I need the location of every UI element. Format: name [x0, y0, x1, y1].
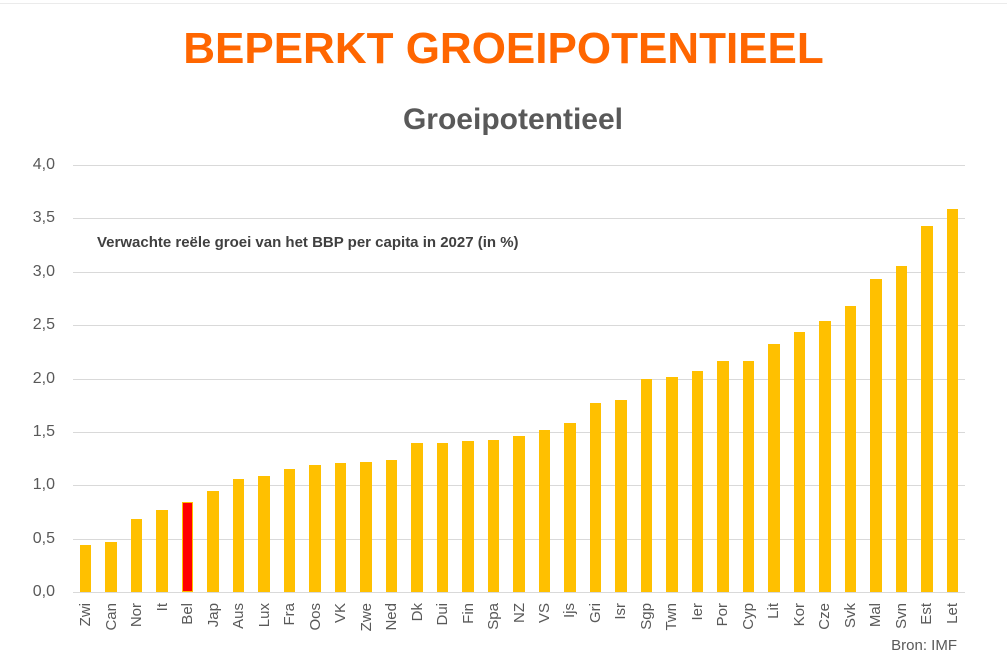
bar	[742, 361, 755, 592]
gridline	[73, 218, 965, 220]
bar	[589, 403, 602, 592]
gridline	[73, 378, 965, 380]
bar	[946, 208, 958, 592]
x-axis-label: Spa	[485, 603, 502, 630]
x-axis-label: Cze	[816, 603, 834, 630]
x-axis-label: Can	[102, 603, 120, 631]
x-axis-label: VK	[332, 603, 350, 624]
x-axis-label: Por	[714, 603, 732, 627]
y-axis-label: 2,5	[32, 316, 55, 334]
y-axis-label: 3,5	[32, 209, 55, 227]
x-axis-label: Sgp	[637, 603, 655, 630]
bar	[105, 541, 117, 592]
bar	[156, 509, 168, 592]
y-axis-label: 1,5	[32, 422, 55, 440]
x-axis: Zwi Can Nor It Bel Jap Aus Lux Fra Oos VK Zwe Ned Dk D…	[73, 603, 965, 658]
bar	[870, 279, 882, 592]
x-axis-label: Dui	[434, 603, 452, 626]
x-axis-label: Est	[918, 603, 936, 625]
bar	[819, 320, 831, 592]
top-edge-line	[0, 3, 1007, 4]
bar	[666, 377, 678, 592]
x-axis-label: Jap	[204, 603, 222, 628]
bar	[462, 441, 474, 592]
bar	[283, 469, 296, 592]
x-axis-label: Ier	[688, 603, 706, 621]
x-axis-label: Isr	[612, 603, 630, 620]
bar-highlighted	[181, 502, 194, 592]
x-axis-label: Dk	[408, 603, 426, 622]
x-axis-label: Svn	[892, 603, 910, 629]
y-axis-label: 2,0	[32, 369, 55, 387]
x-axis-label: Fin	[459, 603, 477, 624]
bar	[615, 399, 627, 592]
bar	[538, 429, 551, 592]
x-axis-label: Lux	[255, 603, 273, 628]
x-axis-label: Nor	[128, 603, 146, 628]
x-axis-label: Ijs	[561, 603, 579, 618]
x-axis-label: Mal	[867, 603, 885, 628]
page-title: BEPERKT GROEIPOTENTIEEL	[183, 24, 824, 73]
y-axis-label: 1,0	[32, 476, 55, 494]
bar	[921, 225, 933, 592]
x-axis-label: Bel	[179, 603, 197, 625]
x-axis-label: Gri	[586, 603, 604, 623]
bar	[360, 461, 372, 592]
x-axis-label: Zwe	[357, 603, 375, 632]
x-axis-label: It	[153, 603, 171, 612]
y-axis-label: 0,0	[32, 583, 55, 600]
x-axis-label: Ned	[383, 603, 401, 631]
bar	[232, 478, 245, 592]
gridline	[73, 271, 965, 273]
bar	[487, 440, 500, 592]
bar	[768, 344, 780, 592]
bar	[717, 361, 729, 592]
x-axis-label: Svk	[841, 603, 859, 629]
bar	[793, 331, 806, 592]
bar	[309, 464, 321, 592]
chart-annotation: Verwachte reële groei van het BBP per ca…	[97, 234, 519, 251]
bar	[513, 436, 525, 592]
x-axis-label: VS	[535, 603, 553, 624]
x-axis-label: Zwi	[77, 603, 95, 627]
bar	[411, 442, 423, 592]
x-axis-label: Twn	[663, 603, 681, 631]
bar	[334, 462, 347, 592]
gridline	[73, 165, 965, 166]
bar	[564, 423, 576, 592]
bar	[79, 545, 92, 592]
x-axis-label: Kor	[790, 603, 808, 627]
bar	[844, 305, 857, 592]
x-axis-label: NZ	[510, 603, 528, 623]
gridline	[73, 431, 965, 433]
bar	[258, 475, 270, 592]
bar	[895, 266, 908, 592]
source-label: Bron: IMF	[891, 637, 957, 654]
chart-title: Groeipotentieel	[402, 103, 624, 136]
x-axis-label: Cyp	[739, 603, 757, 630]
bar	[640, 378, 653, 592]
bar	[207, 490, 219, 592]
bar	[130, 519, 143, 592]
x-axis-label: Let	[943, 603, 961, 624]
bar	[436, 442, 449, 592]
x-axis-label: Fra	[281, 603, 299, 626]
y-axis: 4,0 3,5 3,0 2,5 2,0 1,5 1,0 0,5 0,0	[0, 156, 55, 600]
y-axis-label: 0,5	[32, 529, 55, 547]
gridline	[73, 325, 965, 327]
bar	[385, 459, 398, 592]
y-axis-label: 3,0	[32, 262, 55, 280]
y-axis-label: 4,0	[32, 156, 55, 173]
x-axis-label: Lit	[765, 603, 783, 619]
x-axis-label: Oos	[306, 603, 324, 631]
x-axis-label: Aus	[230, 603, 248, 629]
bar	[691, 371, 704, 592]
plot-area	[73, 165, 965, 593]
